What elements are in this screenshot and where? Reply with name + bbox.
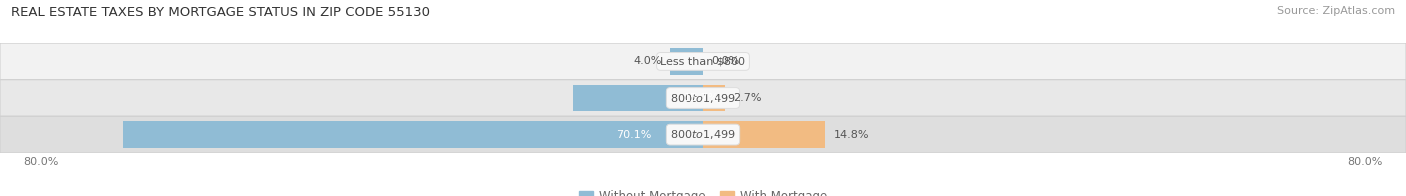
FancyBboxPatch shape [0,43,1406,80]
FancyBboxPatch shape [0,80,1406,116]
Bar [703,85,725,111]
Text: Source: ZipAtlas.com: Source: ZipAtlas.com [1277,6,1395,16]
FancyBboxPatch shape [0,116,1406,153]
Text: $800 to $1,499: $800 to $1,499 [671,92,735,104]
Text: 4.0%: 4.0% [633,56,662,66]
Bar [574,85,703,111]
Text: 2.7%: 2.7% [734,93,762,103]
Text: REAL ESTATE TAXES BY MORTGAGE STATUS IN ZIP CODE 55130: REAL ESTATE TAXES BY MORTGAGE STATUS IN … [11,6,430,19]
Bar [703,121,825,148]
Bar [669,48,703,75]
Text: Less than $800: Less than $800 [661,56,745,66]
Text: 15.7%: 15.7% [683,93,718,103]
Text: 14.8%: 14.8% [834,130,869,140]
Text: 70.1%: 70.1% [616,130,651,140]
Text: 0.0%: 0.0% [711,56,740,66]
Bar [124,121,703,148]
Text: $800 to $1,499: $800 to $1,499 [671,128,735,141]
Legend: Without Mortgage, With Mortgage: Without Mortgage, With Mortgage [574,185,832,196]
